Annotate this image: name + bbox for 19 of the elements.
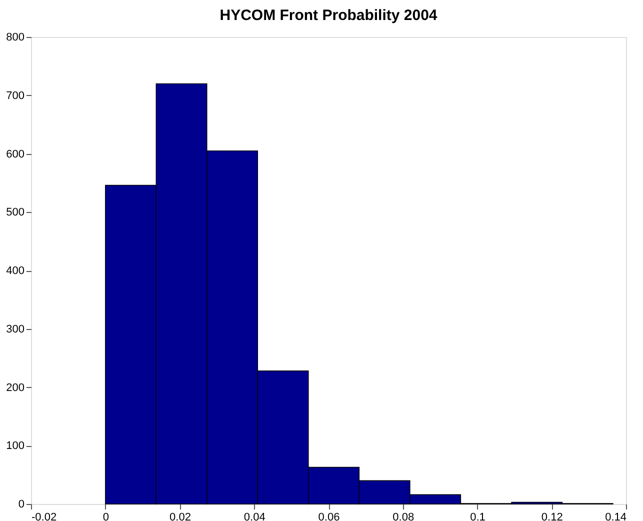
y-tick-label: 600 <box>6 148 24 160</box>
y-tick-label: 100 <box>6 440 24 452</box>
chart-title: HYCOM Front Probability 2004 <box>220 7 438 24</box>
y-tick-label: 800 <box>6 32 24 44</box>
x-tick-label: -0.02 <box>32 512 57 521</box>
y-tick-label: 400 <box>6 265 24 277</box>
x-tick-label: 0.02 <box>170 512 191 521</box>
x-tick-label: 0.12 <box>541 512 563 521</box>
x-tick-label: 0.04 <box>244 512 266 521</box>
x-tick-label: 0.06 <box>318 512 340 521</box>
x-tick-label: 0.14 <box>605 512 626 521</box>
x-tick-label: 0 <box>102 512 109 521</box>
x-tick-label: 0.08 <box>392 512 414 521</box>
y-tick-label: 500 <box>6 206 24 219</box>
y-tick-label: 200 <box>6 382 24 394</box>
y-tick-label: 300 <box>6 323 24 336</box>
y-tick-label: 0 <box>18 498 24 510</box>
y-tick-label: 700 <box>6 90 24 102</box>
x-tick-label: 0.1 <box>470 512 486 521</box>
